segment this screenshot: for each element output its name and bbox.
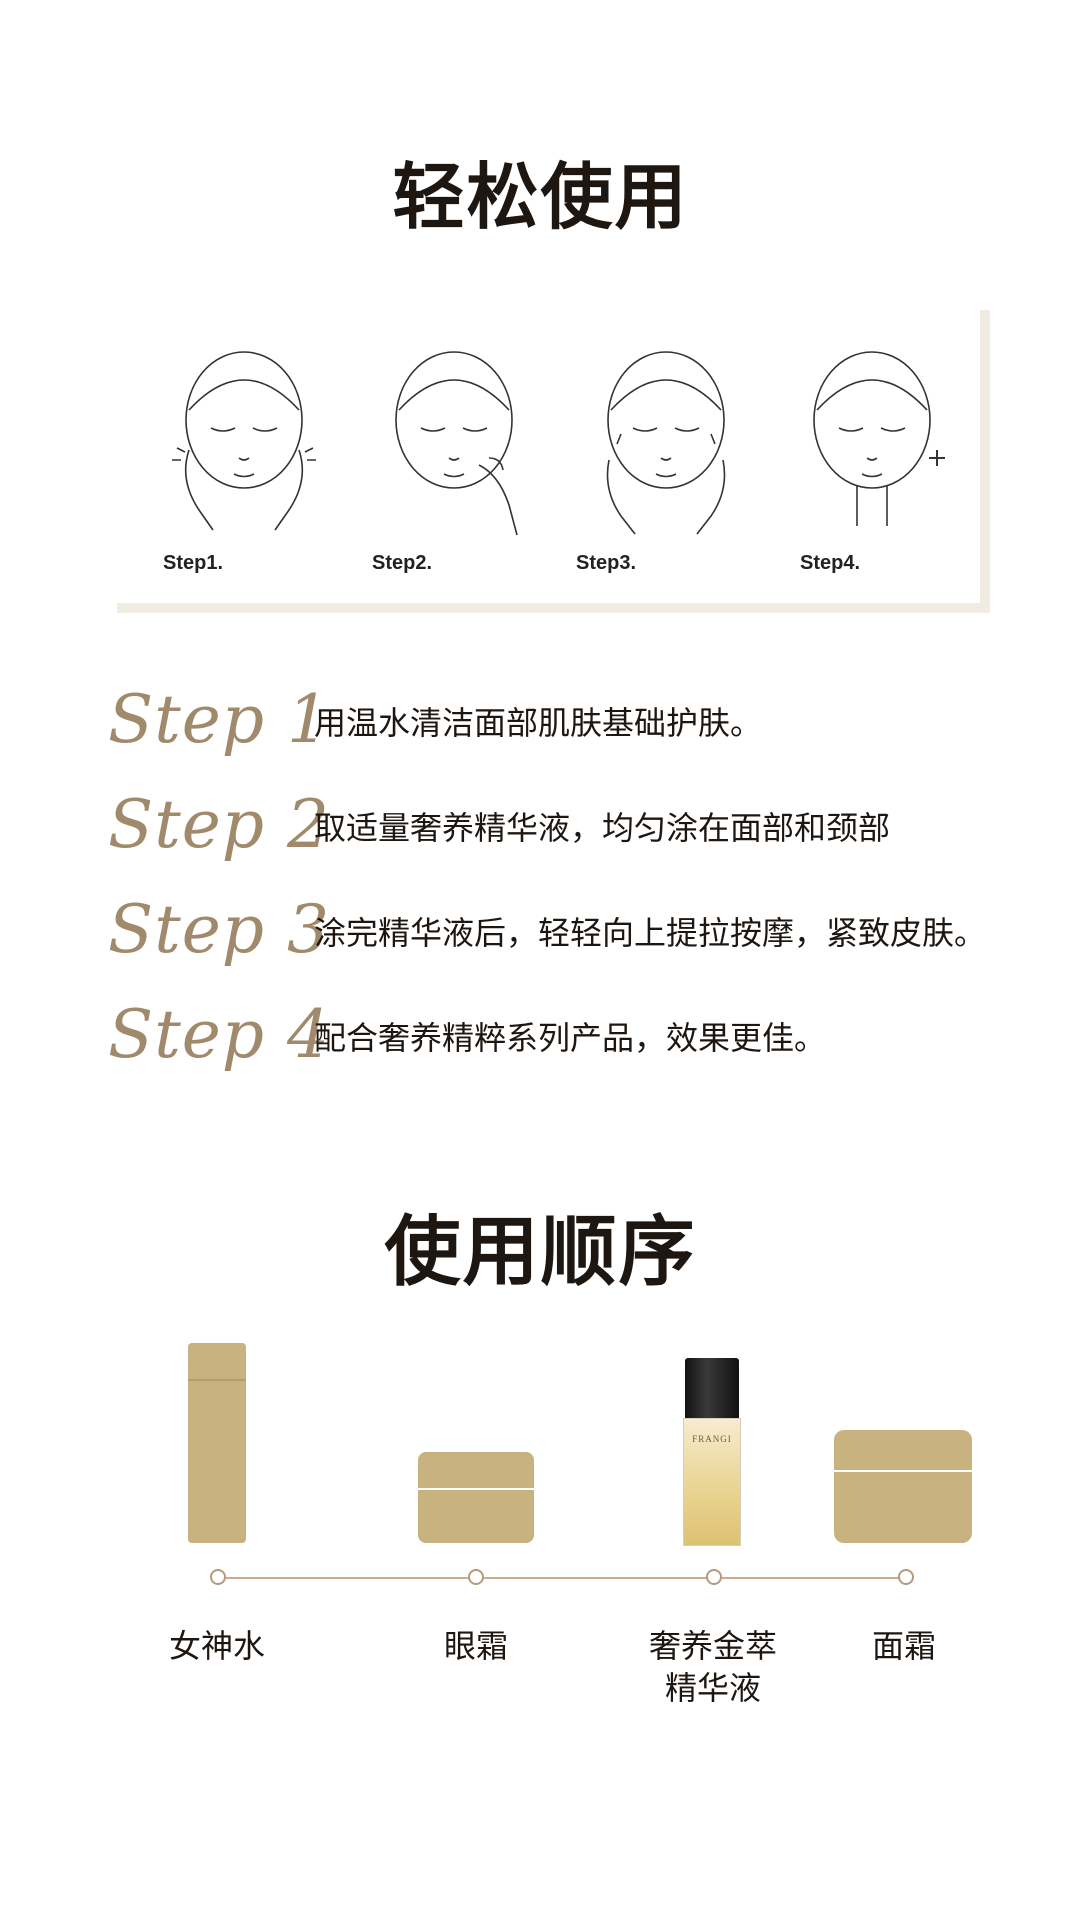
step-row-3: Step 3 涂完精华液后，轻轻向上提拉按摩，紧致皮肤。 [108,890,1008,980]
large-jar-icon [834,1430,972,1543]
timeline-dot [706,1569,722,1585]
face-step4-illustration [787,340,957,540]
illustration-caption-step3: Step3. [576,552,637,574]
illustration-caption-step1: Step1. [163,552,224,574]
step-label: Step 4 [108,996,331,1073]
step-row-1: Step 1 用温水清洁面部肌肤基础护肤。 [108,680,1008,770]
serum-bottle-icon: FRANGI [683,1358,741,1546]
step-description: 涂完精华液后，轻轻向上提拉按摩，紧致皮肤。 [314,914,987,952]
product-label: 面霜 [871,1627,936,1665]
step-row-4: Step 4 配合奢养精粹系列产品，效果更佳。 [108,995,1008,1085]
step-description: 取适量奢养精华液，均匀涂在面部和颈部 [314,809,891,847]
product-label: 奢养金萃 精华液 [648,1627,777,1707]
step-description: 用温水清洁面部肌肤基础护肤。 [314,704,763,742]
step-label: Step 1 [108,681,331,758]
panel-border-bottom [117,603,990,613]
small-jar-icon [418,1452,534,1543]
timeline-dot [210,1569,226,1585]
easy-use-heading: 轻松使用 [392,155,689,239]
usage-illustration-panel: Step1. Step2. Step3. Step4. [117,310,980,603]
product-label: 女神水 [168,1627,265,1665]
product-label: 眼霜 [443,1627,508,1665]
face-step3-illustration [581,340,751,540]
step-label: Step 2 [108,786,331,863]
tall-bottle-icon [188,1343,246,1543]
step-description: 配合奢养精粹系列产品，效果更佳。 [314,1019,827,1057]
usage-order-heading: 使用顺序 [384,1207,697,1296]
brand-label: FRANGI [692,1434,732,1444]
timeline-dot [898,1569,914,1585]
step-row-2: Step 2 取适量奢养精华液，均匀涂在面部和颈部 [108,785,1008,875]
timeline-dot [468,1569,484,1585]
face-step1-illustration [159,340,329,540]
illustration-caption-step4: Step4. [800,552,861,574]
illustration-caption-step2: Step2. [372,552,433,574]
face-step2-illustration [369,340,539,540]
order-timeline [216,1577,906,1579]
step-label: Step 3 [108,891,331,968]
panel-border-right [980,310,990,610]
